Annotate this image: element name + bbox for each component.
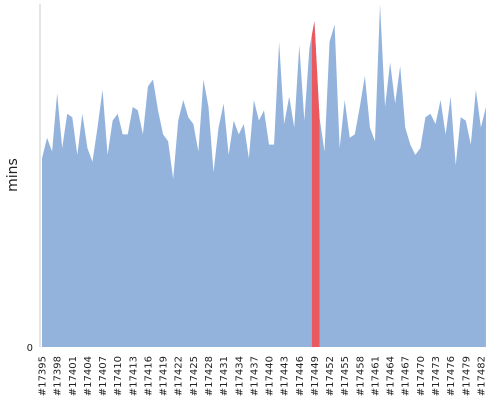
x-tick-label: #17452 <box>325 356 336 396</box>
x-tick-label: #17476 <box>446 356 457 396</box>
x-tick-label: #17395 <box>38 356 49 396</box>
x-tick-label: #17455 <box>340 356 351 396</box>
x-tick-label: #17419 <box>159 356 170 396</box>
x-tick-label: #17443 <box>280 356 291 396</box>
y-axis-label: mins <box>5 158 21 192</box>
x-tick-label: #17470 <box>416 356 427 396</box>
x-tick-label: #17404 <box>83 356 94 396</box>
x-tick-label: #17467 <box>401 356 412 396</box>
y-tick-label: 0 <box>27 343 33 354</box>
series-area <box>42 4 486 347</box>
plot-area <box>42 4 486 348</box>
x-tick-label: #17479 <box>461 356 472 396</box>
x-tick-label: #17422 <box>174 356 185 396</box>
x-tick-label: #17416 <box>143 356 154 396</box>
x-tick-label: #17482 <box>476 356 487 396</box>
x-tick-label: #17437 <box>249 356 260 396</box>
x-tick-label: #17434 <box>234 356 245 396</box>
x-tick-label: #17410 <box>113 356 124 396</box>
x-tick-label: #17431 <box>219 356 230 396</box>
x-tick-label: #17413 <box>128 356 139 396</box>
x-tick-label: #17446 <box>295 356 306 396</box>
y-axis-ticks: 0 <box>27 343 33 354</box>
x-tick-label: #17458 <box>355 356 366 396</box>
x-tick-label: #17407 <box>98 356 109 396</box>
x-tick-label: #17449 <box>310 356 321 396</box>
x-tick-label: #17473 <box>431 356 442 396</box>
x-tick-label: #17428 <box>204 356 215 396</box>
x-tick-label: #17464 <box>386 356 397 396</box>
highlight-band <box>311 21 320 348</box>
x-tick-label: #17440 <box>265 356 276 396</box>
x-tick-label: #17401 <box>68 356 79 396</box>
x-axis-ticks: #17395 #17398 #17401 #17404 #17407 #17410 #174… <box>38 356 488 396</box>
x-tick-label: #17425 <box>189 356 200 396</box>
x-tick-label: #17461 <box>370 356 381 396</box>
x-tick-label: #17398 <box>53 356 64 396</box>
